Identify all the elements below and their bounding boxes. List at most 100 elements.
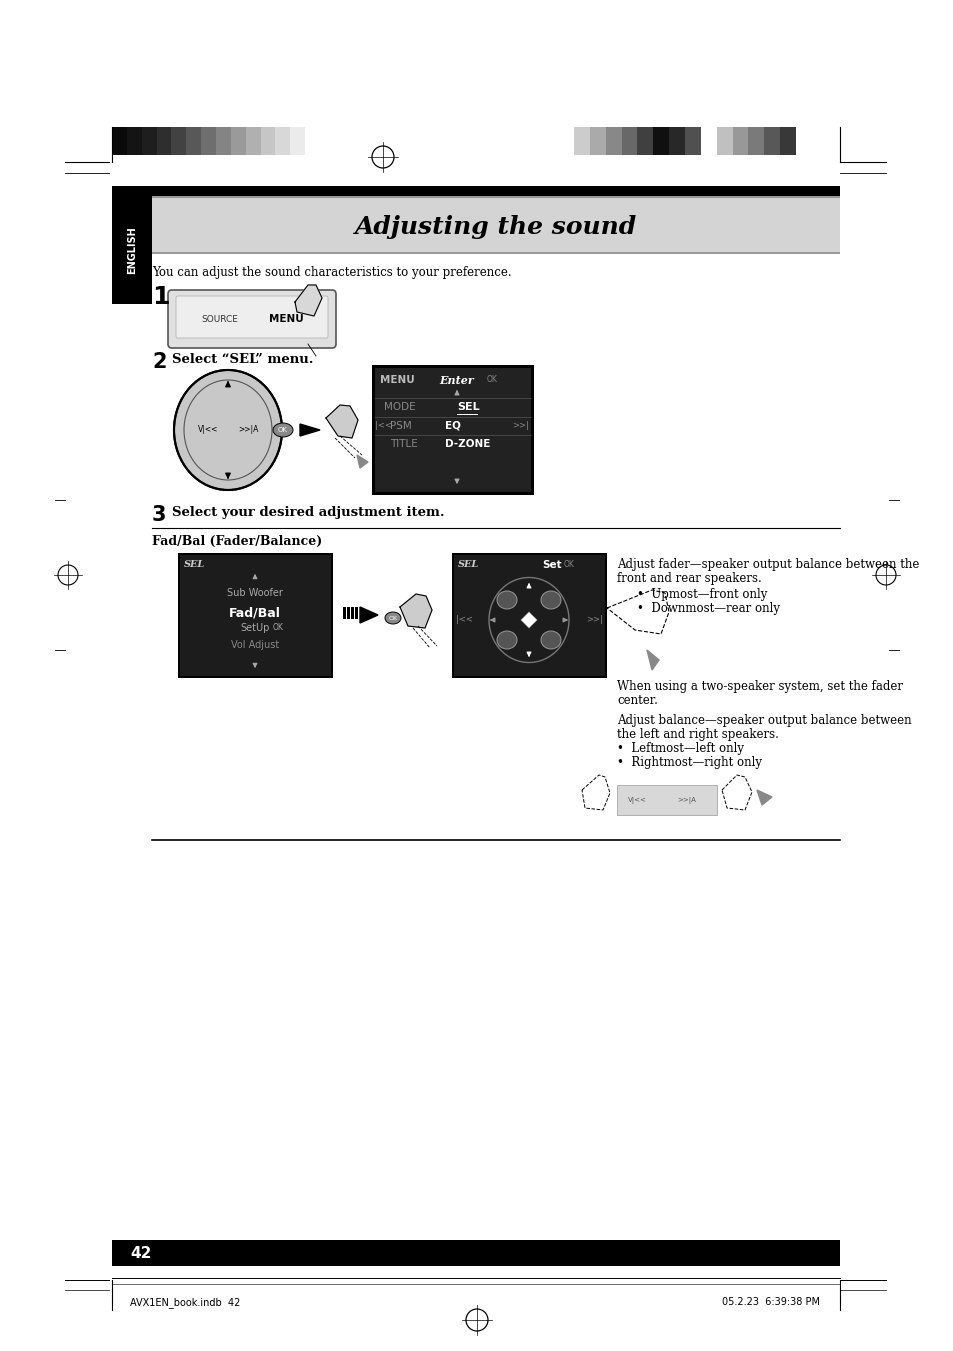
Bar <box>700 127 717 155</box>
Polygon shape <box>399 594 432 628</box>
Bar <box>343 607 346 619</box>
Text: SEL: SEL <box>184 561 205 569</box>
Text: PSM: PSM <box>390 422 412 431</box>
Text: SetUp: SetUp <box>240 623 270 634</box>
Text: EQ: EQ <box>444 422 460 431</box>
Text: the left and right speakers.: the left and right speakers. <box>617 728 778 740</box>
Bar <box>152 196 840 254</box>
Text: 3: 3 <box>152 505 167 526</box>
Text: 42: 42 <box>130 1246 152 1260</box>
Text: Select “SEL” menu.: Select “SEL” menu. <box>172 353 314 366</box>
Text: Adjust balance—speaker output balance between: Adjust balance—speaker output balance be… <box>617 713 911 727</box>
Bar <box>668 127 685 155</box>
Ellipse shape <box>174 372 281 489</box>
Bar <box>355 607 357 619</box>
Text: MENU: MENU <box>269 313 303 324</box>
FancyBboxPatch shape <box>168 290 335 349</box>
Bar <box>589 127 605 155</box>
Text: 2: 2 <box>152 353 167 372</box>
Text: 1: 1 <box>152 285 170 309</box>
Polygon shape <box>646 650 659 670</box>
Text: >>|: >>| <box>585 616 602 624</box>
Text: SOURCE: SOURCE <box>201 315 238 323</box>
Text: front and rear speakers.: front and rear speakers. <box>617 571 760 585</box>
Bar <box>574 127 590 155</box>
Bar <box>201 127 216 155</box>
Bar <box>637 127 653 155</box>
Text: V|<<: V|<< <box>197 426 218 435</box>
Ellipse shape <box>497 631 517 648</box>
Ellipse shape <box>385 612 400 624</box>
Text: •  Downmost—rear only: • Downmost—rear only <box>637 603 780 615</box>
Bar <box>763 127 780 155</box>
Bar <box>617 785 717 815</box>
Text: OK: OK <box>273 623 284 632</box>
Text: MODE: MODE <box>384 403 416 412</box>
Bar <box>172 127 187 155</box>
Bar <box>260 127 275 155</box>
Text: When using a two-speaker system, set the fader: When using a two-speaker system, set the… <box>617 680 902 693</box>
Bar <box>748 127 764 155</box>
Polygon shape <box>299 424 319 436</box>
Text: >>|A: >>|A <box>237 426 258 435</box>
Bar <box>112 196 152 304</box>
Bar <box>351 607 354 619</box>
Bar <box>152 196 840 199</box>
Text: Fad/Bal (Fader/Balance): Fad/Bal (Fader/Balance) <box>152 535 322 549</box>
Text: 05.2.23  6:39:38 PM: 05.2.23 6:39:38 PM <box>721 1297 820 1306</box>
Text: You can adjust the sound characteristics to your preference.: You can adjust the sound characteristics… <box>152 266 511 280</box>
Bar <box>372 365 534 494</box>
Text: Enter: Enter <box>439 376 474 386</box>
Polygon shape <box>757 790 771 805</box>
Bar <box>716 127 732 155</box>
Text: Set: Set <box>541 561 561 570</box>
Text: OK: OK <box>563 561 575 569</box>
Bar <box>127 127 142 155</box>
Polygon shape <box>326 405 357 438</box>
Bar <box>732 127 748 155</box>
Text: Adjusting the sound: Adjusting the sound <box>355 215 637 239</box>
Bar <box>621 127 638 155</box>
FancyBboxPatch shape <box>175 296 328 338</box>
Bar <box>780 127 796 155</box>
Bar <box>112 127 127 155</box>
Bar <box>605 127 621 155</box>
Text: >>|A: >>|A <box>677 797 696 804</box>
Bar <box>275 127 291 155</box>
Bar <box>347 607 350 619</box>
Bar <box>180 555 331 676</box>
Text: Sub Woofer: Sub Woofer <box>227 588 283 598</box>
Polygon shape <box>294 285 322 316</box>
Bar <box>305 127 320 155</box>
Ellipse shape <box>540 631 560 648</box>
Text: center.: center. <box>617 694 658 707</box>
Text: OK: OK <box>388 616 397 620</box>
Ellipse shape <box>497 590 517 609</box>
Bar <box>112 186 840 196</box>
Bar <box>231 127 246 155</box>
Bar <box>152 253 840 254</box>
Text: Select your desired adjustment item.: Select your desired adjustment item. <box>172 507 444 519</box>
Polygon shape <box>356 455 368 467</box>
Polygon shape <box>520 612 537 628</box>
Text: MENU: MENU <box>379 376 415 385</box>
Bar <box>653 127 669 155</box>
Text: |<<: |<< <box>375 422 392 430</box>
Text: AVX1EN_book.indb  42: AVX1EN_book.indb 42 <box>130 1297 240 1308</box>
Text: OK: OK <box>277 427 288 434</box>
Text: TITLE: TITLE <box>390 439 417 449</box>
Bar <box>142 127 157 155</box>
Text: OK: OK <box>486 376 497 384</box>
Text: D-ZONE: D-ZONE <box>444 439 490 449</box>
Ellipse shape <box>540 590 560 609</box>
Text: SEL: SEL <box>456 403 479 412</box>
Text: Adjust fader—speaker output balance between the: Adjust fader—speaker output balance betw… <box>617 558 919 571</box>
Text: •  Leftmost—left only: • Leftmost—left only <box>617 742 743 755</box>
Bar <box>246 127 261 155</box>
Text: ENGLISH: ENGLISH <box>127 226 137 274</box>
Text: >>|: >>| <box>512 422 528 430</box>
Bar <box>290 127 305 155</box>
Text: Vol Adjust: Vol Adjust <box>231 640 279 650</box>
Text: |<<: |<< <box>456 616 473 624</box>
Bar <box>684 127 700 155</box>
